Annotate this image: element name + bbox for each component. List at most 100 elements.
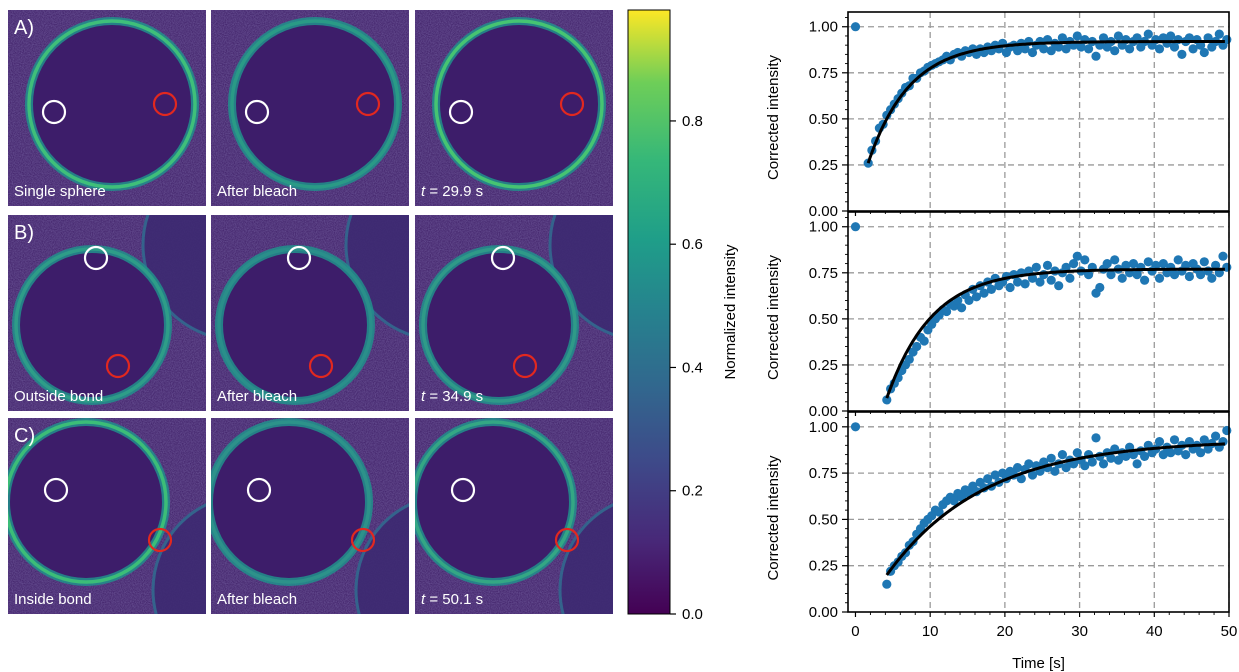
sphere-interior [232,21,398,187]
y-tick-label: 0.00 [809,604,838,621]
y-tick-label: 0.25 [809,558,838,575]
sphere-ring [27,19,197,189]
data-point [1091,51,1101,61]
data-point [1181,450,1191,460]
data-point [1065,273,1075,283]
data-point [1013,277,1023,287]
data-point [971,292,982,302]
white-roi-marker [41,99,67,125]
data-point [983,474,993,484]
data-point [1166,448,1176,458]
neighbour-sphere [151,503,206,614]
data-point [1173,255,1183,265]
panel-content: t = 29.9 s [415,10,613,206]
data-point [1013,46,1023,56]
y-axis-label: Corrected intensity [765,254,782,380]
data-point [1143,257,1153,267]
time-symbol: t [421,183,426,200]
sphere-interior [219,249,371,401]
colorbar-tick-label: 0.8 [682,113,703,130]
plot-frame [847,211,1230,412]
y-tick-label: 0.75 [809,65,838,82]
y-tick-label: 0.75 [809,465,838,482]
y-tick-label: 0.00 [809,403,838,420]
data-point [1072,448,1082,458]
data-point [1140,275,1150,285]
recovery-plot-2: 0.00 0.25 0.50 0.75 1.00 0 10 20 30 40 50 Corrected… [765,411,1237,672]
data-point [1106,270,1116,280]
micrograph-0-0: Single sphere A) [8,10,206,206]
panel-content: Outside bond B) [8,215,206,411]
data-point [1169,42,1180,52]
data-point [1196,270,1206,280]
red-roi-marker [147,527,173,553]
time-symbol: t [421,388,426,405]
sphere-ring [434,19,604,189]
neighbour-sphere [141,215,206,337]
data-point [1057,33,1067,43]
data-point [1222,425,1232,436]
sphere-ring [415,420,575,584]
sphere-ring [230,19,400,189]
fit-curve [885,442,1225,576]
data-point [1057,450,1067,460]
neighbour-sphere [344,215,409,337]
panel-content: After bleach [211,418,409,614]
plot-frame [847,411,1230,613]
data-point [1117,273,1127,283]
sphere-interior [16,249,168,401]
data-point [1128,259,1138,269]
micrograph-0-2: t = 29.9 s [415,10,613,206]
time-value: = 50.1 s [425,591,483,608]
red-roi-marker [350,527,376,553]
sphere-interior [29,21,195,187]
white-roi-marker [246,477,272,503]
data-point [1113,455,1123,465]
data-point [1184,271,1194,282]
data-point [1128,450,1138,460]
data-point [1169,435,1180,445]
data-point [1005,282,1015,293]
data-point [990,470,1000,480]
panel-label: Outside bond [14,388,103,405]
panel-content: t = 34.9 s [415,215,613,411]
data-point [1158,450,1168,460]
neighbour-sphere [548,215,613,337]
micrograph-2-0: Inside bond C) [8,418,206,614]
data-point [1151,260,1161,270]
data-point [1087,457,1097,467]
panel-content: After bleach [211,10,409,206]
data-point [1166,31,1176,41]
data-point [850,422,861,432]
panel-label: t = 34.9 s [421,388,483,405]
colorbar-tick-label: 0.6 [682,236,703,253]
data-point [986,284,997,294]
y-tick-label: 1.00 [809,19,838,36]
data-point [1181,260,1191,270]
data-point [1054,281,1064,291]
row-letter: C) [14,425,35,447]
sphere-ring [211,420,371,584]
fit-curve [885,267,1225,399]
white-roi-marker [83,245,109,271]
data-point [1211,431,1221,441]
data-point [1132,270,1142,280]
data-point [1013,463,1023,473]
data-point [1196,448,1206,458]
data-point [1042,260,1053,270]
data-point [1046,275,1056,285]
y-tick-label: 0.25 [809,357,838,374]
micrograph-1-2: t = 34.9 s [415,215,613,411]
y-axis-label: Corrected intensity [765,455,782,581]
y-tick-label: 1.00 [809,219,838,236]
red-roi-marker [512,353,538,379]
data-point [1158,259,1168,269]
colorbar-tick-label: 0.4 [682,359,703,376]
panel-label: After bleach [217,183,297,200]
panel-content: t = 50.1 s [415,418,613,614]
data-point [1054,42,1064,52]
data-point [1024,459,1034,469]
data-point [1027,47,1038,58]
data-point [1072,31,1082,41]
data-point [882,579,892,589]
